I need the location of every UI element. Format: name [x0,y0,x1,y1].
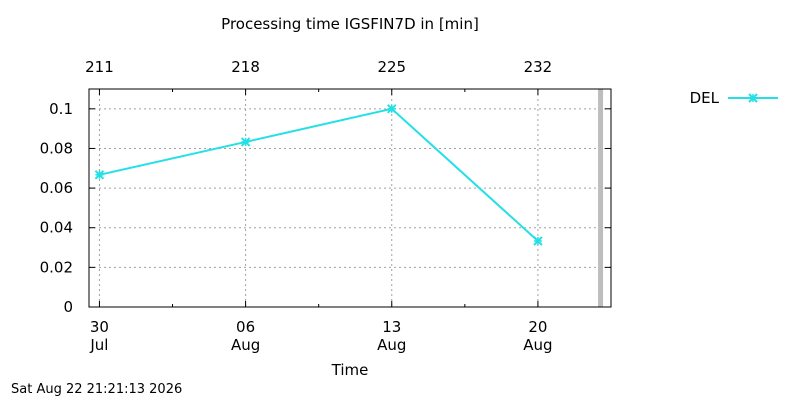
axis-ticks [89,89,611,308]
top-tick-labels: 211 218 225 232 [85,58,552,76]
legend-point [748,93,758,103]
series-line-del [99,107,539,242]
footer-timestamp: Sat Aug 22 21:21:13 2026 [11,382,183,397]
x-tick-label-month: Aug [377,336,406,354]
x-tick-label-day: 30 [90,318,109,336]
x-tick-label-day: 13 [382,318,401,336]
legend: DEL [690,89,778,107]
legend-label-del: DEL [690,89,720,107]
legend-marker-del [748,93,758,103]
top-tick-label: 218 [231,58,260,76]
x-tick-label-day: 06 [236,318,255,336]
grid-lines [89,89,611,307]
y-tick-label: 0.08 [40,139,73,157]
x-tick-label-month: Jul [89,336,108,354]
y-tick-label: 0 [63,298,73,316]
top-tick-label: 225 [377,58,406,76]
data-point [533,236,543,246]
y-tick-label: 0.06 [40,179,73,197]
top-tick-label: 211 [85,58,114,76]
series-layer [94,104,543,246]
plot-frame [88,88,612,308]
y-tick-label: 0.02 [40,258,73,276]
x-tick-label-month: Aug [523,336,552,354]
data-point [387,104,397,114]
data-point [94,170,105,180]
x-tick-label-day: 20 [528,318,547,336]
chart-title: Processing time IGSFIN7D in [min] [221,15,479,33]
y-tick-label: 0.04 [40,219,73,237]
top-tick-label: 232 [524,58,553,76]
x-tick-label-month: Aug [231,336,260,354]
data-point [240,137,251,147]
y-tick-label: 0.1 [49,100,73,118]
y-tick-labels: 0 0.02 0.04 0.06 0.08 0.1 [40,100,73,316]
current-time-marker [598,89,604,307]
x-axis-label: Time [331,361,369,379]
